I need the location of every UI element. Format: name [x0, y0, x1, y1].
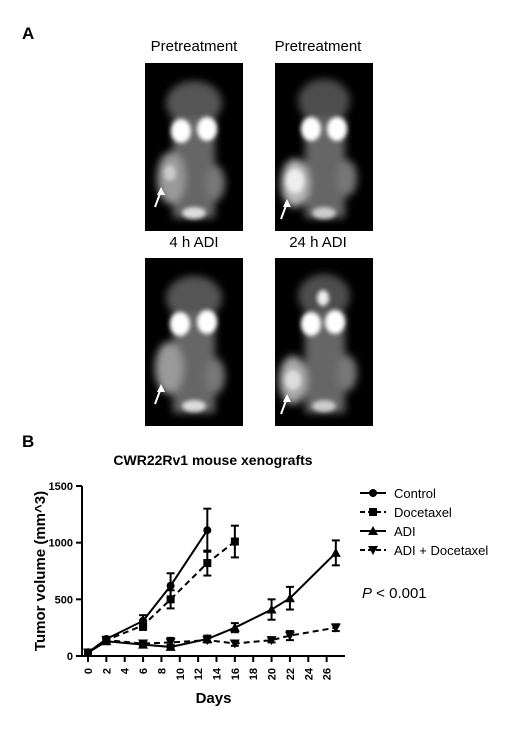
x-tick-label-12: 24 [303, 667, 315, 680]
x-tick-label-4: 8 [156, 668, 168, 674]
data-point-adi [284, 593, 295, 603]
y-tick-label-0: 0 [67, 651, 73, 663]
pet-scan-4h-adi [145, 258, 243, 426]
data-point-docetaxel [230, 537, 239, 546]
scan-caption-2: Pretreatment [274, 38, 362, 55]
x-axis-label: Days [196, 690, 232, 707]
legend-label-docetaxel: Docetaxel [394, 505, 452, 520]
data-point-adi-docetaxel [284, 631, 295, 641]
pet-scan-24h-adi [275, 258, 373, 426]
data-point-adi [330, 547, 341, 557]
x-tick-label-3: 6 [138, 668, 150, 674]
y-tick-label-3: 1500 [49, 481, 73, 493]
data-point-adi-docetaxel [266, 636, 277, 646]
series-line-adi [87, 552, 337, 654]
scan-caption-1: Pretreatment [150, 38, 238, 55]
x-tick-label-7: 14 [212, 667, 224, 680]
y-tick-label-2: 1000 [49, 538, 73, 550]
p-value-text: P < 0.001 [362, 585, 427, 602]
data-point-adi-docetaxel [165, 638, 176, 648]
legend-label-control: Control [394, 486, 436, 501]
legend-marker-docetaxel [369, 508, 377, 516]
panel-b-label: B [22, 432, 35, 451]
x-tick-label-10: 20 [267, 668, 279, 680]
data-point-docetaxel [203, 559, 212, 568]
legend-marker-control [369, 489, 377, 497]
data-point-adi-docetaxel [330, 623, 341, 633]
x-tick-label-1: 2 [101, 668, 113, 674]
y-axis-label: Tumor volume (mm^3) [32, 491, 49, 651]
x-tick-label-2: 4 [120, 667, 132, 674]
series-line-docetaxel [87, 540, 236, 654]
scan-caption-3: 4 h ADI [169, 234, 219, 251]
data-point-adi-docetaxel [101, 636, 112, 646]
panel-a-label: A [22, 24, 35, 43]
legend-marker-adi-docetaxel [368, 546, 378, 555]
x-tick-label-9: 18 [248, 668, 260, 680]
x-tick-label-5: 10 [175, 668, 187, 680]
data-point-adi-docetaxel [229, 639, 240, 649]
series-line-adi-docetaxel [87, 626, 336, 654]
p-value-threshold: < 0.001 [372, 585, 427, 602]
x-tick-label-8: 16 [230, 668, 242, 680]
x-tick-label-11: 22 [285, 668, 297, 680]
data-point-control [203, 526, 212, 535]
x-tick-label-13: 26 [322, 668, 334, 680]
data-point-adi-docetaxel [202, 636, 213, 646]
data-point-control [166, 581, 175, 590]
data-point-adi [266, 604, 277, 614]
pet-scan-pretreatment-1 [145, 63, 243, 231]
p-value-symbol: P [362, 585, 372, 602]
legend-label-adi: ADI [394, 524, 416, 539]
y-tick-label-1: 500 [55, 594, 73, 606]
pet-scan-pretreatment-2 [275, 63, 373, 231]
x-tick-label-6: 12 [193, 668, 205, 680]
data-point-adi [229, 622, 240, 632]
legend-marker-adi [368, 526, 378, 535]
series-line-control [87, 529, 209, 654]
legend-label-adi-docetaxel: ADI + Docetaxel [394, 543, 488, 558]
chart-title: CWR22Rv1 mouse xenografts [113, 452, 312, 468]
data-point-adi-docetaxel [83, 648, 93, 658]
data-point-docetaxel [166, 595, 175, 604]
data-point-docetaxel [139, 621, 148, 630]
data-point-adi-docetaxel [138, 639, 149, 649]
scan-caption-4: 24 h ADI [289, 234, 347, 251]
x-tick-label-0: 0 [83, 668, 95, 674]
